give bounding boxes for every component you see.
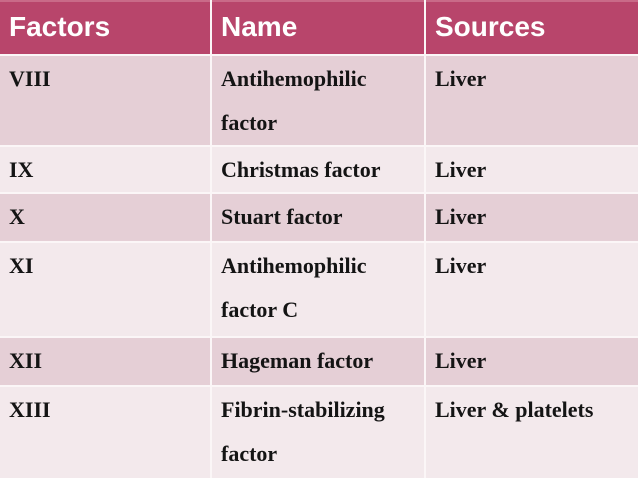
table-row-ix: IX Christmas factor Liver [0,146,638,194]
table-row-xiii: XIII Fibrin-stabilizing factor Liver & p… [0,386,638,478]
cell-factor: X [0,193,212,243]
cell-source: Liver [425,337,638,387]
cell-name: Christmas factor [211,146,426,194]
table-row-x: X Stuart factor Liver [0,193,638,243]
cell-name: Stuart factor [211,193,426,243]
cell-source: Liver [425,55,638,147]
cell-source: Liver [425,146,638,194]
cell-source: Liver & platelets [425,386,638,478]
cell-name: Hageman factor [211,337,426,387]
cell-factor: XIII [0,386,212,478]
column-header-sources: Sources [425,0,638,56]
cell-source: Liver [425,242,638,338]
table-row-xii: XII Hageman factor Liver [0,337,638,387]
table-row-viii: VIII Antihemophilic factor Liver [0,55,638,147]
table-row-xi: XI Antihemophilic factor C Liver [0,242,638,338]
cell-name: Fibrin-stabilizing factor [211,386,426,478]
cell-name: Antihemophilic factor [211,55,426,147]
cell-factor: XI [0,242,212,338]
column-header-factors: Factors [0,0,212,56]
cell-factor: XII [0,337,212,387]
table-header-row: Factors Name Sources [0,0,638,56]
column-header-name: Name [211,0,426,56]
cell-source: Liver [425,193,638,243]
cell-factor: VIII [0,55,212,147]
cell-factor: IX [0,146,212,194]
cell-name: Antihemophilic factor C [211,242,426,338]
